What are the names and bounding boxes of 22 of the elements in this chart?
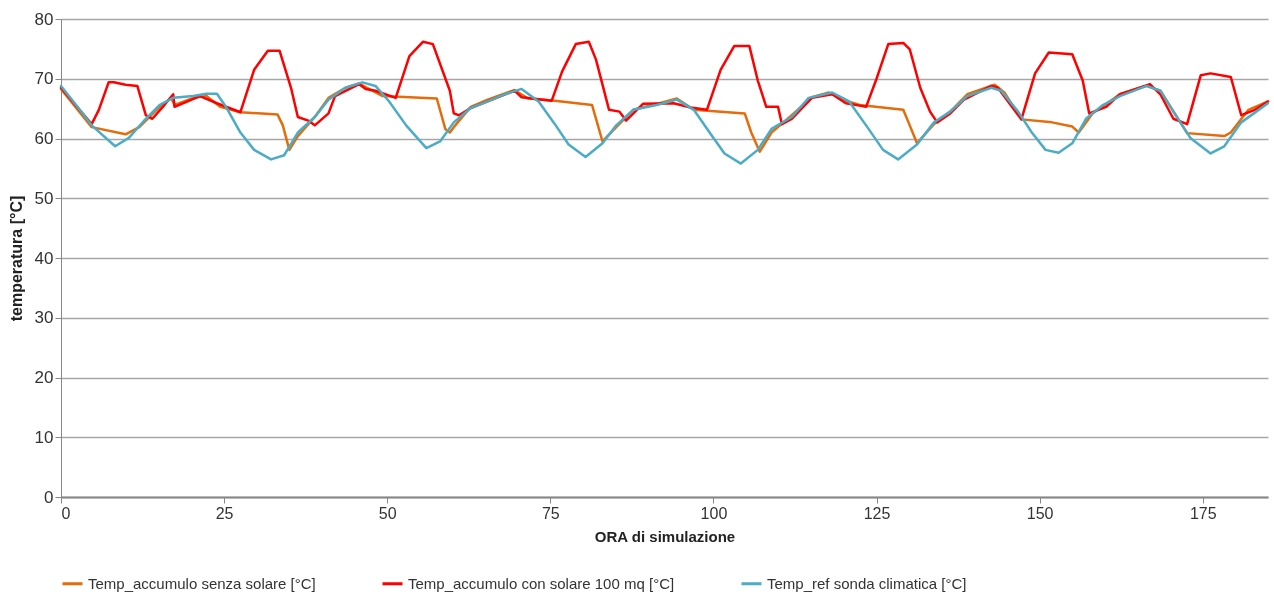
- x-tick-label: 150: [1026, 504, 1054, 522]
- legend-label: Temp_accumulo senza solare [°C]: [88, 574, 316, 592]
- y-tick-label: 10: [34, 427, 54, 447]
- y-tick-label: 30: [34, 308, 54, 328]
- y-tick-label: 40: [34, 248, 54, 268]
- x-tick-label: 75: [541, 504, 560, 522]
- legend-label: Temp_ref sonda climatica [°C]: [767, 574, 967, 592]
- y-tick-label: 80: [34, 9, 54, 29]
- y-tick-label: 60: [34, 129, 54, 148]
- x-tick-label: 0: [61, 504, 71, 522]
- x-tick-label: 175: [1189, 504, 1217, 522]
- x-axis-title: ORA di simulazione: [594, 527, 736, 545]
- y-tick-label: 50: [34, 188, 54, 208]
- y-axis-title: temperatura [°C]: [7, 195, 25, 322]
- x-tick-label: 125: [863, 504, 891, 522]
- legend-label: Temp_accumulo con solare 100 mq [°C]: [408, 574, 675, 592]
- x-tick-label: 25: [215, 504, 234, 522]
- x-tick-label: 100: [700, 504, 728, 522]
- y-tick-label: 70: [34, 69, 54, 89]
- x-tick-label: 50: [378, 504, 397, 522]
- y-tick-label: 0: [44, 487, 54, 507]
- y-tick-label: 20: [34, 368, 54, 387]
